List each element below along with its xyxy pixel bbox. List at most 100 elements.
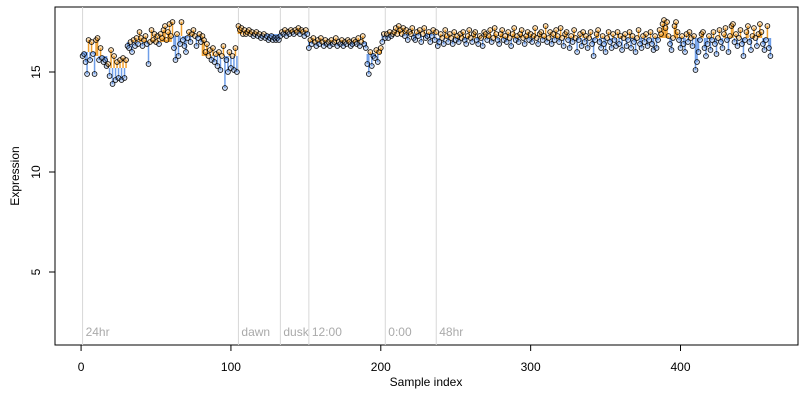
point: [766, 45, 772, 51]
point: [682, 49, 688, 55]
point: [734, 43, 741, 49]
point: [216, 49, 222, 55]
point: [355, 35, 362, 41]
point: [503, 39, 510, 45]
point: [634, 35, 640, 41]
point: [647, 29, 654, 35]
point: [111, 53, 117, 59]
event-label: 24hr: [86, 325, 110, 339]
point: [364, 61, 371, 67]
point: [670, 35, 676, 41]
point: [126, 45, 132, 51]
point: [123, 57, 129, 63]
x-axis-label: Sample index: [390, 375, 463, 389]
point: [566, 45, 573, 51]
point: [674, 29, 681, 35]
point: [730, 21, 736, 27]
point: [234, 69, 240, 75]
point: [165, 29, 171, 35]
point: [505, 29, 511, 35]
point: [205, 53, 212, 59]
point: [605, 29, 612, 35]
point: [695, 49, 702, 55]
point: [743, 29, 750, 35]
point: [451, 29, 458, 35]
point: [97, 45, 104, 51]
point: [367, 49, 374, 55]
point: [752, 35, 759, 41]
point: [333, 35, 339, 41]
y-tick-label: 10: [29, 165, 43, 179]
point: [692, 67, 699, 73]
point: [731, 39, 738, 45]
point: [653, 45, 660, 51]
point: [658, 31, 664, 37]
point: [485, 33, 492, 39]
point: [611, 37, 618, 43]
point: [163, 37, 170, 43]
point: [178, 19, 185, 25]
point: [632, 49, 639, 55]
point: [685, 39, 691, 45]
point: [436, 39, 443, 45]
point: [694, 59, 700, 65]
point: [145, 61, 152, 67]
y-axis-label: Expression: [8, 146, 22, 205]
point: [168, 33, 174, 39]
point: [563, 29, 570, 35]
point: [202, 49, 209, 55]
point: [502, 33, 508, 39]
point: [709, 37, 715, 43]
point: [180, 37, 186, 43]
point: [655, 37, 661, 43]
point: [416, 27, 423, 33]
point: [662, 25, 669, 31]
point: [226, 49, 233, 55]
point: [412, 37, 419, 43]
point: [686, 29, 693, 35]
point: [740, 53, 747, 59]
point: [595, 27, 601, 33]
point: [419, 31, 426, 37]
point: [407, 31, 414, 37]
point: [162, 23, 168, 29]
plot-frame: [54, 6, 799, 346]
point: [599, 33, 606, 39]
point: [646, 37, 652, 43]
point: [171, 45, 177, 51]
point: [220, 43, 227, 49]
point: [533, 35, 540, 41]
point: [742, 37, 748, 43]
point: [596, 39, 603, 45]
point: [222, 85, 228, 91]
point: [469, 39, 476, 45]
point: [211, 59, 218, 65]
point: [306, 45, 312, 51]
point: [622, 31, 628, 37]
point: [181, 43, 188, 49]
point: [553, 27, 559, 33]
point: [84, 71, 90, 77]
point: [521, 41, 528, 47]
point: [409, 25, 416, 31]
point: [433, 29, 440, 35]
point: [641, 39, 648, 45]
point: [581, 39, 588, 45]
point: [722, 25, 729, 31]
point: [764, 23, 771, 29]
point: [575, 37, 582, 43]
point: [532, 25, 538, 31]
point: [560, 43, 567, 49]
point: [602, 49, 609, 55]
point: [439, 35, 446, 41]
point: [644, 43, 651, 49]
point: [571, 27, 577, 33]
point: [204, 41, 210, 47]
point: [418, 39, 425, 45]
point: [379, 39, 386, 45]
point: [529, 39, 535, 45]
point: [589, 41, 595, 47]
point: [697, 37, 703, 43]
point: [491, 25, 498, 31]
point: [580, 29, 586, 35]
